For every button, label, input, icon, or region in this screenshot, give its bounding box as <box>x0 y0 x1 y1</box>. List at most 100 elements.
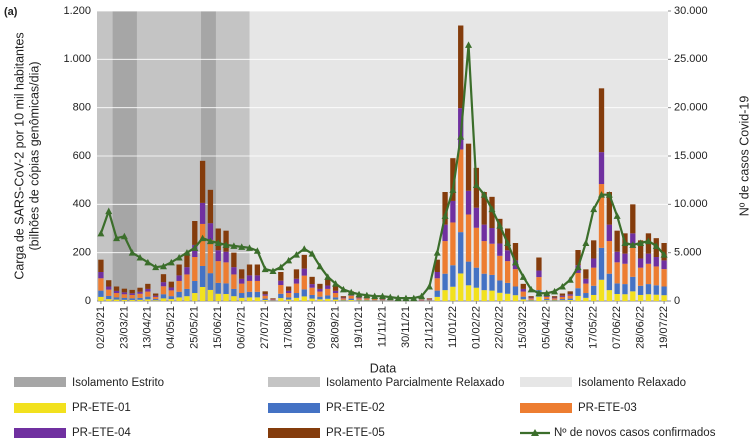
line-marker <box>261 265 269 273</box>
bar <box>465 285 472 301</box>
bar <box>583 293 589 298</box>
x-tick-label: 06/07/21 <box>236 306 248 349</box>
bar <box>356 297 362 299</box>
bar <box>653 257 659 267</box>
bar <box>559 295 566 297</box>
x-axis-label: Data <box>370 361 396 375</box>
y2-tick-label: 25.000 <box>674 53 708 65</box>
bar <box>622 253 628 264</box>
bar <box>591 285 597 295</box>
legend-label: PR-ETE-05 <box>326 427 385 439</box>
bar <box>325 288 331 296</box>
bar <box>473 287 480 301</box>
bar <box>559 293 566 296</box>
bar <box>340 298 347 300</box>
bar <box>270 299 276 301</box>
x-tick-label: 07/06/22 <box>611 306 623 349</box>
bar <box>262 300 268 301</box>
line-marker <box>230 242 238 249</box>
bar <box>661 295 667 301</box>
y2-tick-label: 0 <box>674 295 680 307</box>
bar <box>121 294 128 298</box>
bar <box>551 297 558 299</box>
bar <box>239 297 245 301</box>
bar <box>106 289 112 296</box>
bar <box>129 300 135 301</box>
bar <box>254 291 261 298</box>
bar <box>512 286 519 296</box>
bar <box>489 274 495 291</box>
bar <box>356 298 362 300</box>
bar <box>583 297 589 301</box>
bar <box>285 297 292 300</box>
x-tick-label: 30/11/21 <box>400 306 412 348</box>
line-marker <box>246 244 254 251</box>
bar <box>497 243 503 256</box>
bar <box>512 295 519 301</box>
y2-tick-label: 5.000 <box>674 247 702 259</box>
bar <box>559 299 566 301</box>
bar <box>434 272 440 279</box>
bar <box>481 224 487 242</box>
bar <box>481 273 487 291</box>
bar <box>168 281 174 288</box>
x-tick-label: 11/01/22 <box>447 306 459 348</box>
bar <box>614 251 620 263</box>
bar <box>473 227 480 268</box>
bar <box>262 294 268 296</box>
line-marker <box>300 245 308 252</box>
line-marker <box>449 186 457 193</box>
bar <box>270 298 276 300</box>
bar <box>293 278 300 284</box>
bar <box>598 152 605 185</box>
line-marker <box>214 239 222 246</box>
bar <box>645 253 652 264</box>
bar <box>481 192 487 225</box>
bar <box>199 223 206 266</box>
line-marker <box>105 207 113 215</box>
x-tick-label: 28/09/21 <box>329 306 341 349</box>
bar <box>106 280 112 287</box>
line-marker <box>410 294 418 302</box>
line-marker <box>613 212 621 219</box>
bar <box>465 261 472 286</box>
line-marker <box>355 290 363 298</box>
bar <box>528 297 534 299</box>
bar <box>145 296 151 300</box>
line-marker <box>418 292 426 300</box>
bar <box>575 250 581 266</box>
bar <box>215 261 221 283</box>
bar <box>106 299 112 301</box>
bar <box>559 296 566 300</box>
line-marker <box>128 249 136 256</box>
bar <box>137 291 143 294</box>
legend-swatch <box>14 403 66 413</box>
line-marker <box>402 294 410 302</box>
bar <box>575 272 581 289</box>
bar <box>215 228 221 251</box>
bar <box>199 160 206 203</box>
line-marker <box>144 258 152 266</box>
bar <box>137 287 143 292</box>
x-tick-label: 23/03/21 <box>118 306 130 349</box>
bar <box>520 291 526 297</box>
y2-tick-label: 30.000 <box>674 5 708 17</box>
bar <box>332 297 339 300</box>
bar <box>630 204 636 234</box>
line-marker <box>347 288 355 296</box>
legend-label: PR-ETE-04 <box>72 427 131 439</box>
x-tick-label: 19/10/21 <box>353 306 365 349</box>
bar <box>332 290 339 294</box>
bar <box>223 262 229 284</box>
x-tick-label: 02/03/21 <box>95 306 107 349</box>
bar <box>536 277 542 291</box>
bar <box>481 290 487 301</box>
line-marker <box>339 285 347 293</box>
bar <box>504 293 511 301</box>
bar <box>176 291 182 298</box>
line-marker <box>97 229 105 237</box>
bar <box>606 192 612 225</box>
bar <box>583 283 589 294</box>
line-marker <box>292 251 300 258</box>
bar <box>434 290 440 297</box>
